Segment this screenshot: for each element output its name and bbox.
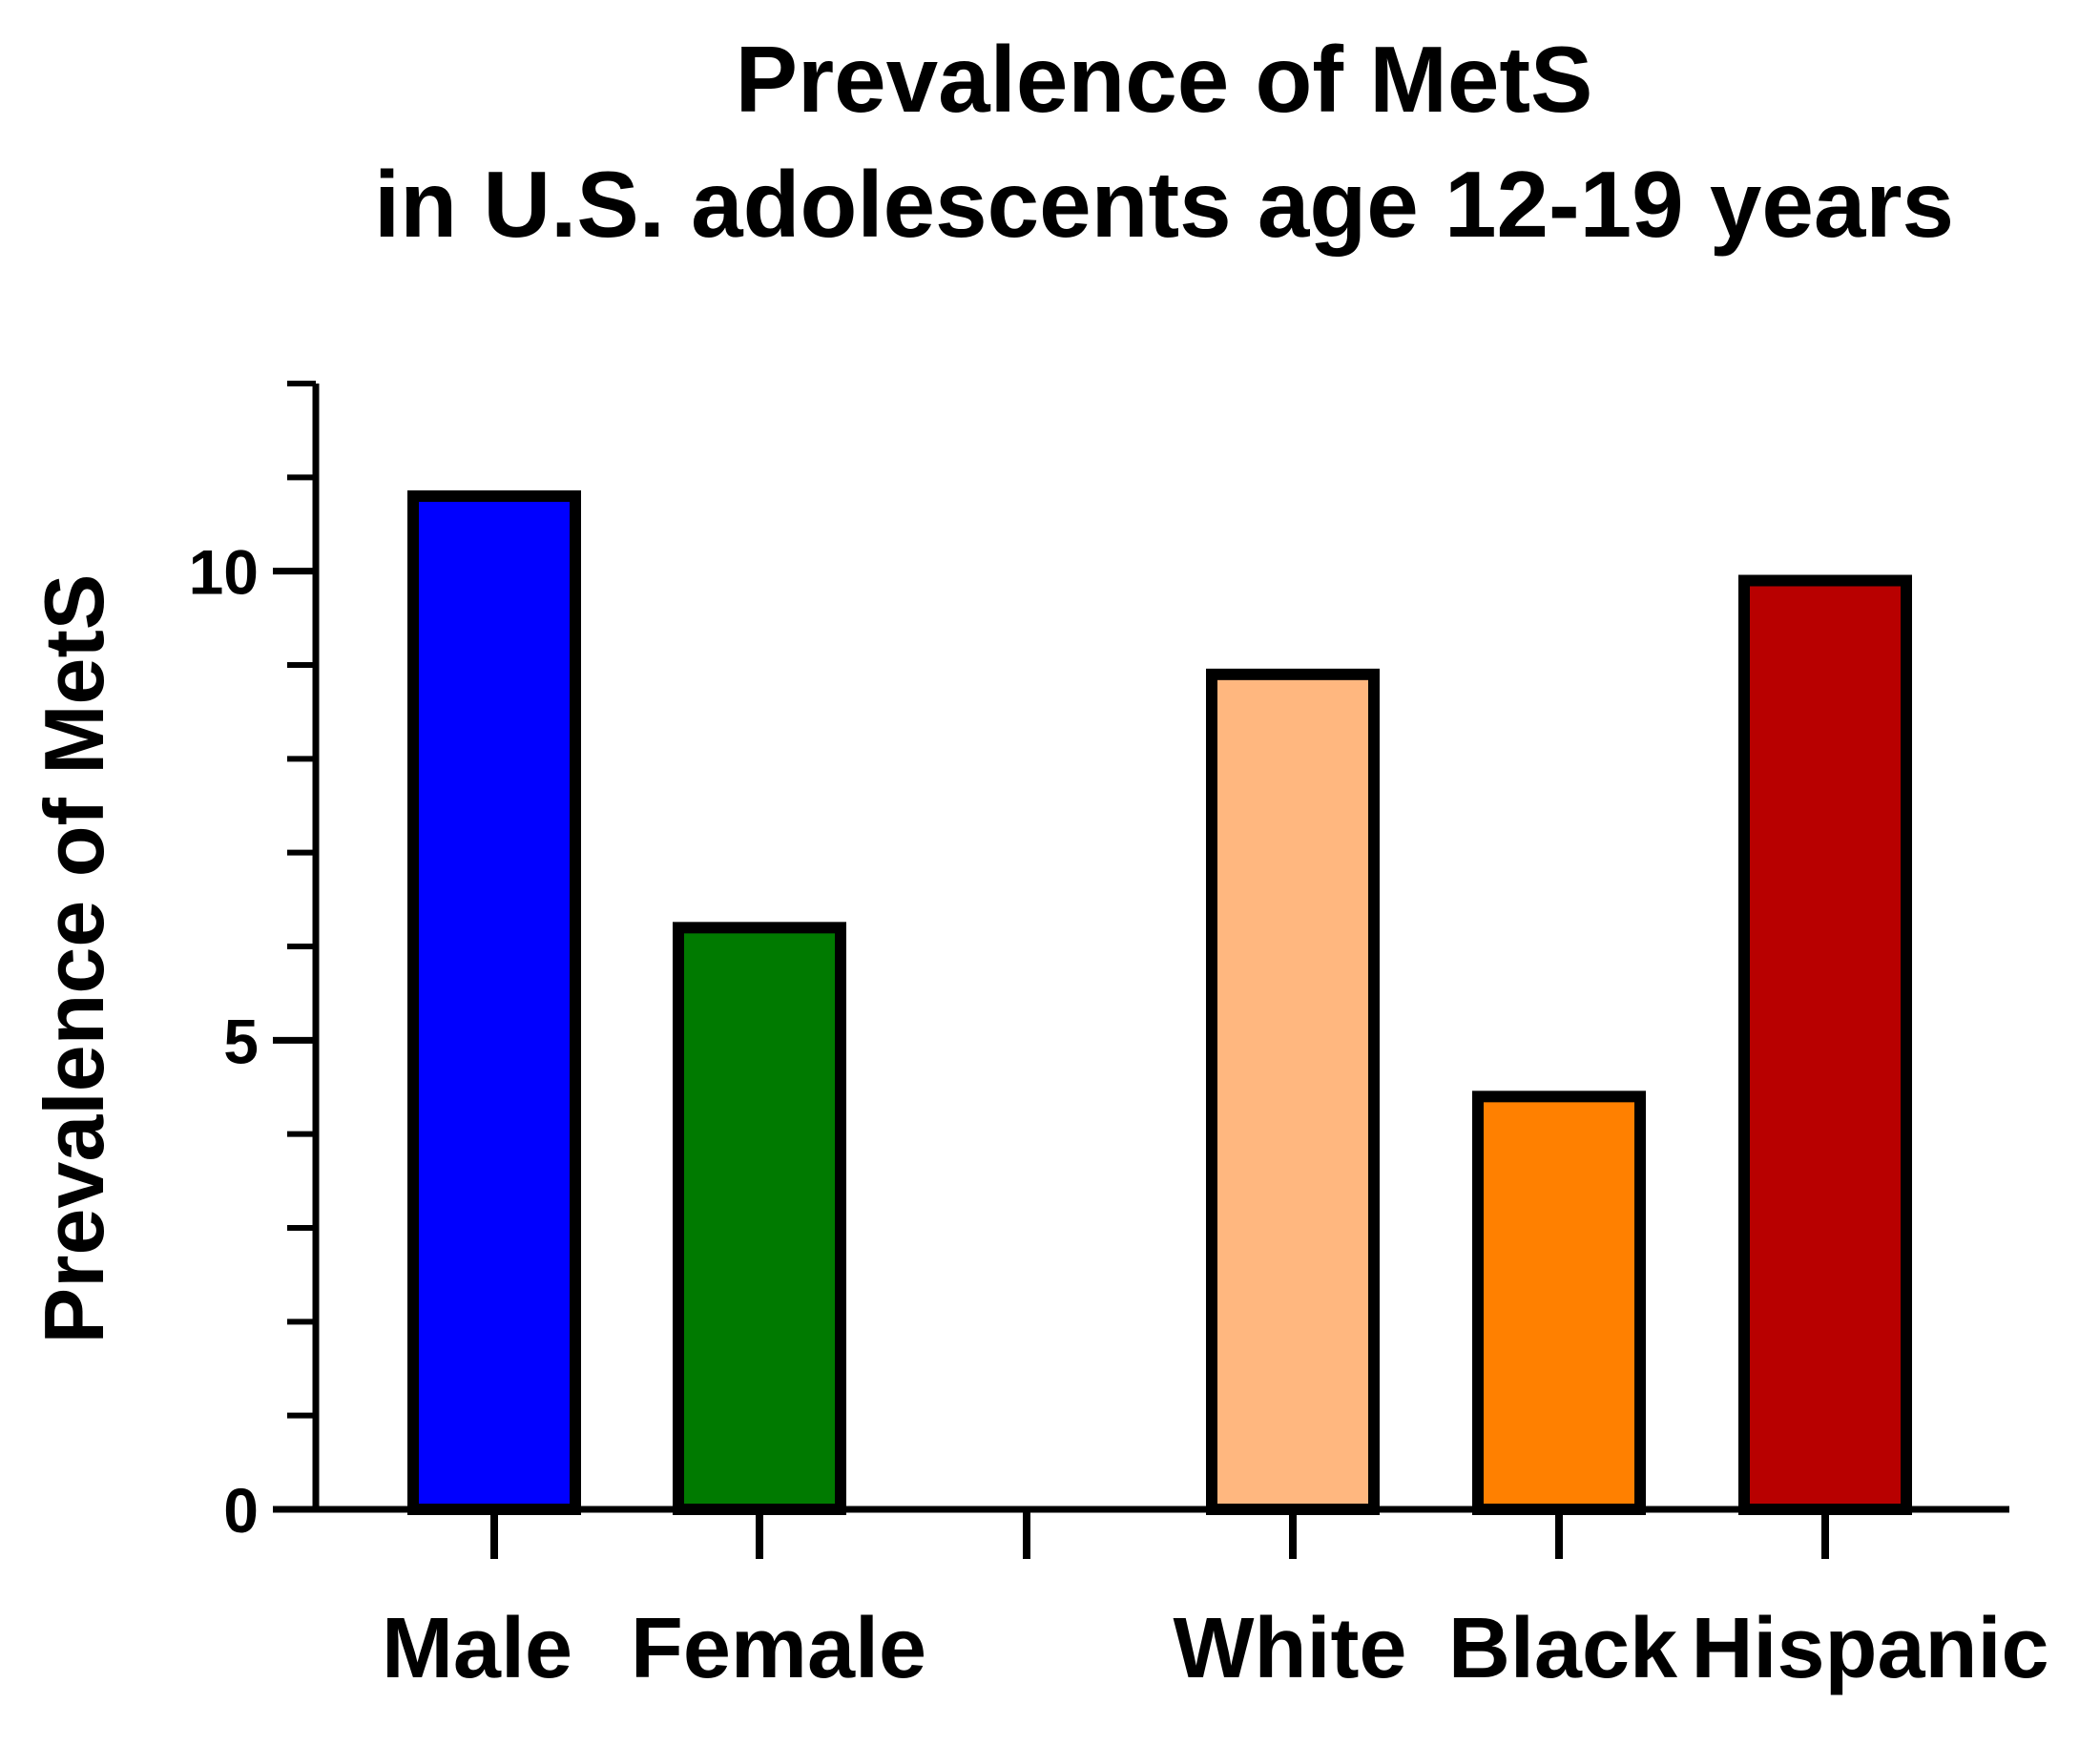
- x-tick-label-hispanic: Hispanic: [1691, 1601, 2048, 1696]
- y-tick-label-0: 0: [223, 1475, 259, 1546]
- bar-female: [673, 922, 846, 1515]
- bar-hispanic: [1738, 574, 1912, 1515]
- chart-title-line-1: Prevalence of MetS: [736, 27, 1593, 132]
- x-tick-label-male: Male: [382, 1601, 572, 1696]
- bar-black: [1472, 1091, 1646, 1516]
- bar-male: [407, 490, 581, 1515]
- x-ticks-group: Male Female White Black Hispanic: [382, 1509, 2049, 1696]
- x-tick-label-female: Female: [631, 1601, 926, 1696]
- x-tick-label-white: White: [1174, 1601, 1407, 1696]
- chart-title-line-2: in U.S. adolescents age 12-19 years: [374, 152, 1954, 257]
- y-axis-label: Prevalence of MetS: [27, 574, 121, 1344]
- y-ticks-group: 0 5 10: [189, 381, 316, 1546]
- y-tick-label-5: 5: [223, 1006, 259, 1076]
- x-tick-label-black: Black: [1448, 1601, 1678, 1696]
- y-tick-label-10: 10: [189, 537, 259, 608]
- bars-group: [407, 490, 1912, 1516]
- bar-white: [1206, 668, 1380, 1515]
